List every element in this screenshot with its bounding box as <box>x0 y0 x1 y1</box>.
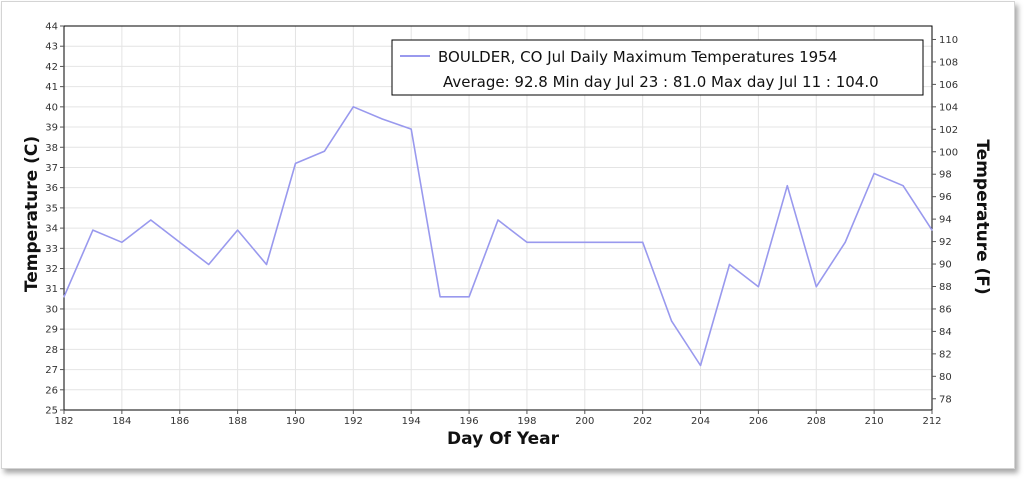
data-point <box>121 241 123 243</box>
y2-tick-label: 108 <box>939 57 958 68</box>
data-point <box>526 241 528 243</box>
data-point <box>844 241 846 243</box>
data-point <box>381 118 383 120</box>
y-tick-label: 37 <box>45 163 58 174</box>
y-tick-label: 43 <box>45 42 58 53</box>
x-tick-label: 188 <box>228 416 247 427</box>
data-point <box>497 219 499 221</box>
x-tick-label: 200 <box>575 416 594 427</box>
data-point <box>265 263 268 266</box>
data-point <box>179 241 181 243</box>
y2-tick-label: 102 <box>939 125 958 136</box>
data-point <box>728 263 731 266</box>
legend-series-label: BOULDER, CO Jul Daily Maximum Temperatur… <box>438 48 837 66</box>
y2-axis-title: Temperature (F) <box>972 139 992 294</box>
series-layer <box>63 106 933 367</box>
data-point <box>815 286 817 288</box>
y2-tick-label: 90 <box>939 260 952 271</box>
y-tick-label: 25 <box>45 406 58 417</box>
data-point <box>555 241 557 243</box>
y2-tick-label: 94 <box>939 215 952 226</box>
y-tick-label: 42 <box>45 62 58 73</box>
data-point <box>410 128 412 130</box>
x-tick-label: 194 <box>402 416 421 427</box>
data-point <box>931 229 933 231</box>
x-tick-label: 196 <box>460 416 479 427</box>
legend-annotation: Average: 92.8 Min day Jul 23 : 81.0 Max … <box>443 73 879 91</box>
y-tick-label: 44 <box>45 22 58 33</box>
x-tick-label: 208 <box>807 416 826 427</box>
legend: BOULDER, CO Jul Daily Maximum Temperatur… <box>391 39 924 96</box>
y-tick-label: 31 <box>45 284 58 295</box>
data-point <box>642 241 644 243</box>
y2-tick-label: 104 <box>939 102 958 113</box>
y-tick-label: 36 <box>45 183 58 194</box>
x-tick-label: 190 <box>286 416 305 427</box>
data-point <box>92 229 94 231</box>
x-tick-label: 186 <box>170 416 189 427</box>
y-tick-label: 34 <box>45 224 58 235</box>
x-tick-label: 198 <box>517 416 536 427</box>
data-point <box>352 106 354 108</box>
x-tick-label: 192 <box>344 416 363 427</box>
x-tick-label: 184 <box>112 416 131 427</box>
legend-box <box>391 39 924 96</box>
y2-tick-label: 110 <box>939 35 958 46</box>
data-point <box>757 286 760 288</box>
data-point <box>150 219 152 221</box>
x-tick-label: 210 <box>865 416 884 427</box>
y2-tick-label: 78 <box>939 394 952 405</box>
y-tick-label: 30 <box>45 304 58 315</box>
y-tick-label: 27 <box>45 365 58 376</box>
y-tick-label: 35 <box>45 203 58 214</box>
data-point <box>584 241 586 243</box>
y-tick-label: 41 <box>45 82 58 93</box>
y2-tick-label: 106 <box>939 80 958 91</box>
data-point <box>323 150 325 152</box>
plot-area <box>63 25 933 411</box>
y-tick-label: 39 <box>45 123 58 134</box>
y-tick-label: 40 <box>45 102 58 113</box>
data-point <box>208 263 210 266</box>
x-axis: 182 184 186 188 190 192 194 196 198 200 202 204 206 2… <box>54 410 942 427</box>
y-tick-label: 33 <box>45 244 58 255</box>
y-axis-title: Temperature (C) <box>22 136 42 292</box>
data-point <box>468 296 470 298</box>
data-point <box>613 241 615 243</box>
y2-tick-label: 98 <box>939 170 952 181</box>
y2-tick-label: 84 <box>939 327 952 338</box>
x-axis-title: Day Of Year <box>447 429 560 449</box>
data-point <box>786 185 788 187</box>
data-point <box>699 364 702 367</box>
y2-tick-label: 92 <box>939 237 952 248</box>
y-axis-right: 78 80 82 84 86 88 90 92 94 96 98 100 102 104 106 108 110 <box>932 35 958 405</box>
data-point <box>439 296 441 298</box>
x-tick-label: 212 <box>922 416 941 427</box>
data-point <box>902 185 904 187</box>
y2-tick-label: 86 <box>939 304 952 315</box>
data-point <box>671 320 673 322</box>
data-point <box>237 229 239 231</box>
y2-tick-label: 88 <box>939 282 952 293</box>
y-tick-label: 29 <box>45 325 58 336</box>
data-point <box>63 296 65 298</box>
series-line-0 <box>63 106 933 367</box>
y-tick-label: 38 <box>45 143 58 154</box>
data-point <box>873 172 875 175</box>
x-tick-label: 204 <box>691 416 710 427</box>
y2-tick-label: 80 <box>939 372 952 383</box>
y2-tick-label: 96 <box>939 192 952 203</box>
data-point <box>294 162 297 165</box>
y-axis-left: 25 26 27 28 29 30 31 32 33 34 35 36 37 38 39 40 41 42 43 44 <box>45 22 64 417</box>
y-tick-label: 26 <box>45 385 58 396</box>
x-tick-label: 182 <box>54 416 73 427</box>
x-tick-label: 206 <box>749 416 768 427</box>
y-tick-label: 32 <box>45 264 58 275</box>
x-tick-label: 202 <box>633 416 652 427</box>
y2-tick-label: 100 <box>939 147 958 158</box>
y-tick-label: 28 <box>45 345 58 356</box>
y2-tick-label: 82 <box>939 349 952 360</box>
